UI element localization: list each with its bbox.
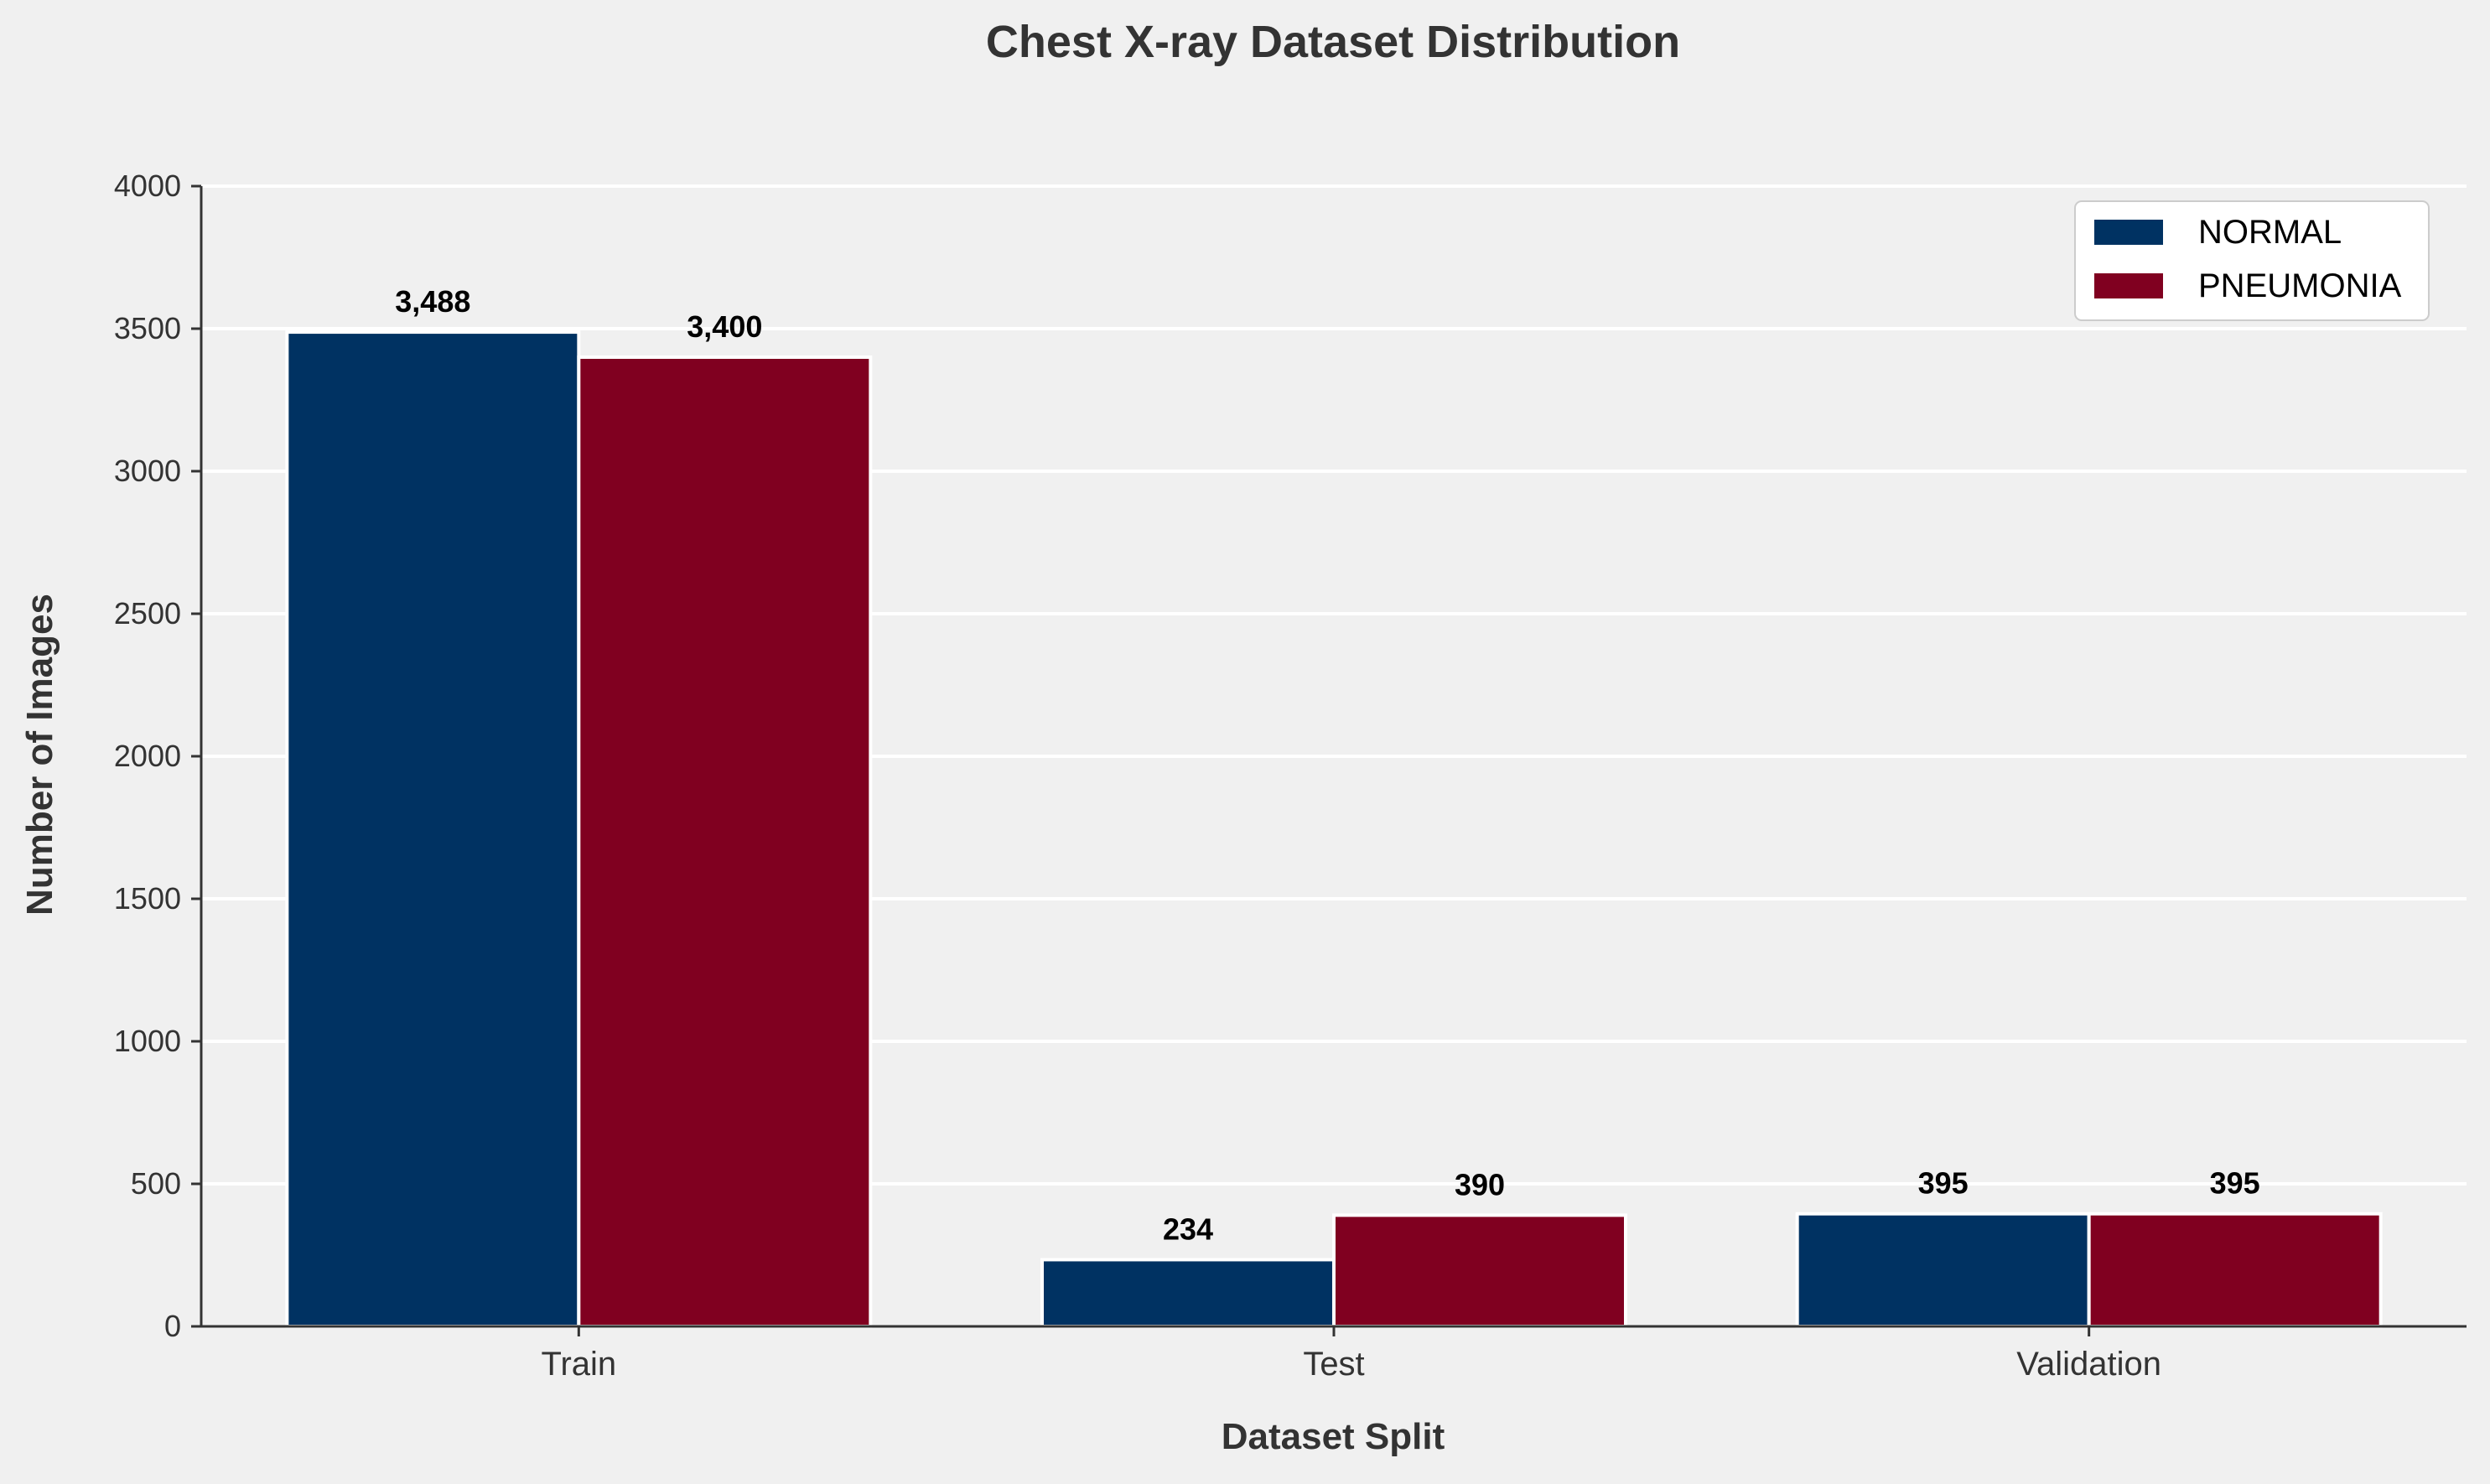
legend-box — [2074, 200, 2430, 321]
y-tick-label: 1000 — [114, 1024, 181, 1058]
bar-pneumonia-train — [577, 355, 873, 1328]
chart-title: Chest X-ray Dataset Distribution — [986, 17, 1680, 67]
legend-label-pneumonia: PNEUMONIA — [2198, 267, 2402, 304]
legend-swatch-pneumonia — [2094, 273, 2163, 298]
legend: NORMAL PNEUMONIA — [2074, 200, 2430, 321]
value-label-pneumonia-test: 390 — [1455, 1167, 1505, 1201]
value-label-normal-train: 3,488 — [395, 284, 470, 319]
bar-normal-test — [1040, 1258, 1336, 1328]
value-labels: 3,488 3,400 234 390 395 395 — [395, 284, 2259, 1246]
y-tick-label: 500 — [131, 1166, 181, 1201]
y-tick-label: 2500 — [114, 596, 181, 630]
y-tick-label: 1500 — [114, 881, 181, 916]
bar-pneumonia-validation — [2087, 1212, 2383, 1328]
value-label-normal-test: 234 — [1163, 1212, 1213, 1246]
value-label-normal-validation: 395 — [1918, 1166, 1969, 1201]
legend-label-normal: NORMAL — [2198, 214, 2342, 251]
bar-pneumonia-test — [1332, 1213, 1627, 1329]
x-tick-label-validation: Validation — [2016, 1346, 2161, 1383]
x-axis-ticks: Train Test Validation — [542, 1326, 2161, 1383]
y-tick-label: 4000 — [114, 169, 181, 203]
bars — [285, 330, 2383, 1329]
y-tick-label: 3000 — [114, 454, 181, 488]
bar-normal-train — [285, 330, 581, 1329]
x-tick-label-test: Test — [1303, 1346, 1364, 1383]
y-tick-label: 3500 — [114, 311, 181, 345]
x-axis-title: Dataset Split — [1222, 1416, 1445, 1457]
y-tick-label: 0 — [164, 1309, 181, 1343]
value-label-pneumonia-validation: 395 — [2210, 1166, 2260, 1201]
x-tick-label-train: Train — [542, 1346, 617, 1383]
legend-swatch-normal — [2094, 220, 2163, 245]
bar-normal-validation — [1795, 1212, 2091, 1328]
y-tick-label: 2000 — [114, 739, 181, 773]
value-label-pneumonia-train: 3,400 — [687, 309, 762, 344]
y-axis-title: Number of Images — [19, 594, 60, 916]
y-axis-ticks: 0 500 1000 1500 2000 2500 3000 3500 4000 — [114, 169, 201, 1343]
